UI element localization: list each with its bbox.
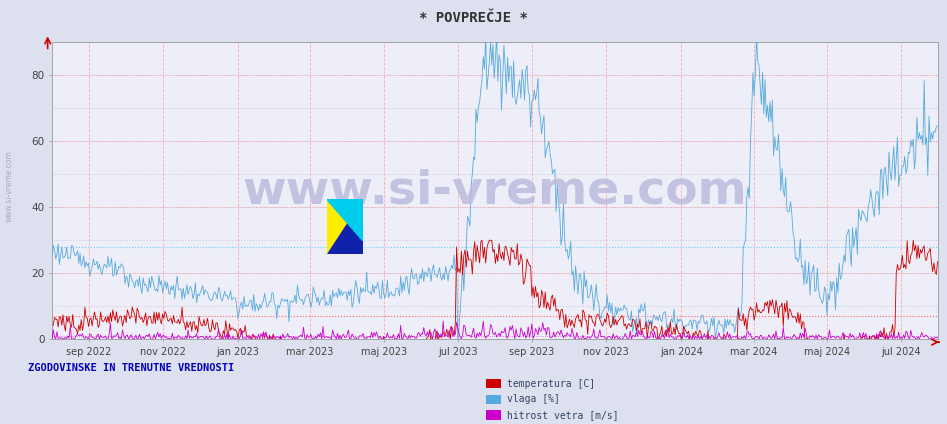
Text: hitrost vetra [m/s]: hitrost vetra [m/s] (507, 410, 618, 420)
Text: www.si-vreme.com: www.si-vreme.com (242, 168, 747, 213)
Polygon shape (327, 199, 363, 254)
Text: vlaga [%]: vlaga [%] (507, 394, 560, 404)
Text: ZGODOVINSKE IN TRENUTNE VREDNOSTI: ZGODOVINSKE IN TRENUTNE VREDNOSTI (28, 363, 235, 373)
Text: www.si-vreme.com: www.si-vreme.com (5, 151, 14, 223)
Text: * POVPREČJE *: * POVPREČJE * (420, 11, 527, 25)
Polygon shape (327, 199, 363, 240)
Polygon shape (327, 199, 363, 254)
Text: temperatura [C]: temperatura [C] (507, 379, 595, 389)
